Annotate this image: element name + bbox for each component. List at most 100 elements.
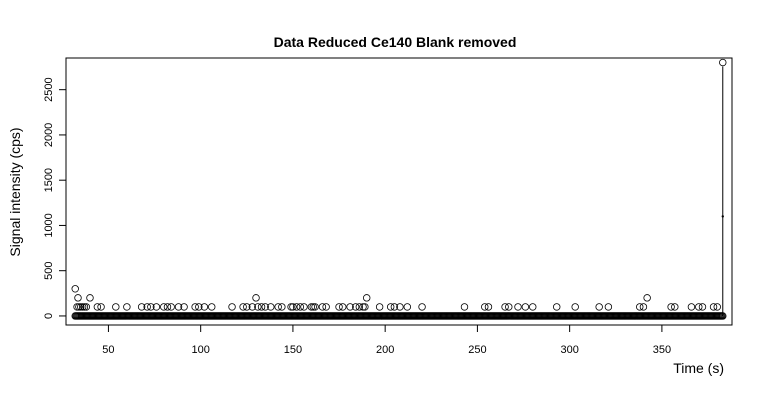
y-tick-label: 2500: [43, 77, 55, 101]
data-point: [97, 303, 105, 311]
data-point: [191, 303, 199, 311]
data-point: [160, 303, 168, 311]
data-point: [289, 303, 297, 311]
spike-point: [719, 58, 727, 67]
data-point: [163, 303, 172, 311]
x-tick-label: 250: [468, 344, 486, 356]
data-point: [460, 303, 469, 311]
data-point: [396, 303, 404, 311]
x-tick-label: 350: [653, 344, 671, 356]
data-point: [309, 303, 317, 311]
y-axis-label: Signal intensity (cps): [7, 127, 23, 256]
data-point: [292, 303, 301, 311]
data-point: [252, 294, 260, 302]
data-point: [267, 303, 275, 311]
data-point: [274, 303, 282, 311]
data-point: [180, 303, 188, 311]
y-tick-label: 1500: [43, 168, 55, 192]
data-point: [529, 303, 537, 311]
x-axis-label: Time (s): [673, 360, 724, 376]
data-point: [123, 303, 131, 311]
data-point: [709, 303, 718, 311]
data-point: [386, 303, 395, 311]
x-tick-label: 200: [376, 344, 394, 356]
data-point: [112, 303, 120, 311]
data-point: [505, 303, 513, 311]
data-point: [339, 303, 347, 311]
y-tick-label: 2000: [43, 123, 55, 147]
data-point: [152, 303, 161, 311]
data-point: [82, 303, 90, 311]
data-point: [355, 303, 364, 311]
data-point: [73, 303, 81, 311]
data-point: [361, 303, 369, 311]
data-point: [322, 303, 330, 311]
data-point: [571, 303, 579, 311]
data-point: [248, 303, 257, 311]
data-point: [318, 303, 327, 311]
data-point: [137, 303, 146, 311]
x-tick-label: 100: [191, 344, 209, 356]
data-points: [71, 285, 721, 311]
data-point: [147, 303, 155, 311]
data-point: [78, 303, 87, 311]
baseline-points: [71, 312, 727, 320]
data-point: [93, 303, 102, 311]
y-tick-label: 1000: [43, 213, 55, 237]
data-point: [300, 303, 308, 311]
data-point: [86, 294, 94, 302]
data-point: [687, 303, 696, 311]
data-point: [287, 303, 295, 311]
data-point: [77, 303, 85, 311]
data-point: [643, 294, 651, 302]
data-point: [346, 303, 354, 311]
data-point: [335, 303, 343, 311]
data-point: [698, 303, 707, 311]
data-point: [636, 303, 644, 311]
x-tick-label: 50: [102, 344, 114, 356]
data-point: [174, 303, 183, 311]
data-point: [671, 303, 679, 311]
data-point: [80, 303, 89, 311]
data-point: [307, 303, 316, 311]
data-point: [375, 303, 384, 311]
data-point: [200, 303, 209, 311]
spike-series: [719, 58, 727, 316]
y-axis: 0 500 1000 1500 2000 2500: [43, 77, 67, 319]
spike-mid-point: [721, 215, 724, 218]
data-point: [311, 303, 319, 311]
data-point: [403, 303, 412, 311]
data-point: [553, 303, 561, 311]
data-point: [484, 303, 493, 311]
data-point: [167, 303, 175, 311]
data-point: [514, 303, 522, 311]
data-point: [363, 294, 371, 302]
plot-frame: [65, 57, 733, 326]
data-point: [713, 303, 721, 311]
data-point: [521, 303, 530, 311]
data-point: [595, 303, 603, 311]
data-point: [351, 303, 360, 311]
data-point: [359, 303, 367, 311]
data-point: [481, 303, 489, 311]
y-tick-label: 500: [43, 262, 55, 280]
data-point: [75, 303, 83, 311]
data-point: [239, 303, 247, 311]
data-point: [257, 303, 266, 311]
data-point: [278, 303, 286, 311]
data-point: [639, 303, 648, 311]
data-point: [501, 303, 509, 311]
data-point: [195, 303, 203, 311]
data-point: [695, 303, 703, 311]
data-point: [296, 303, 304, 311]
x-axis: 50 100 150 200 250 300 350: [102, 324, 671, 356]
x-tick-label: 150: [284, 344, 302, 356]
data-point: [228, 303, 236, 311]
data-point: [604, 303, 613, 311]
data-point: [261, 303, 269, 311]
data-point: [390, 303, 399, 311]
chart-title: Data Reduced Ce140 Blank removed: [274, 34, 517, 50]
data-point: [254, 303, 262, 311]
x-tick-label: 300: [560, 344, 578, 356]
